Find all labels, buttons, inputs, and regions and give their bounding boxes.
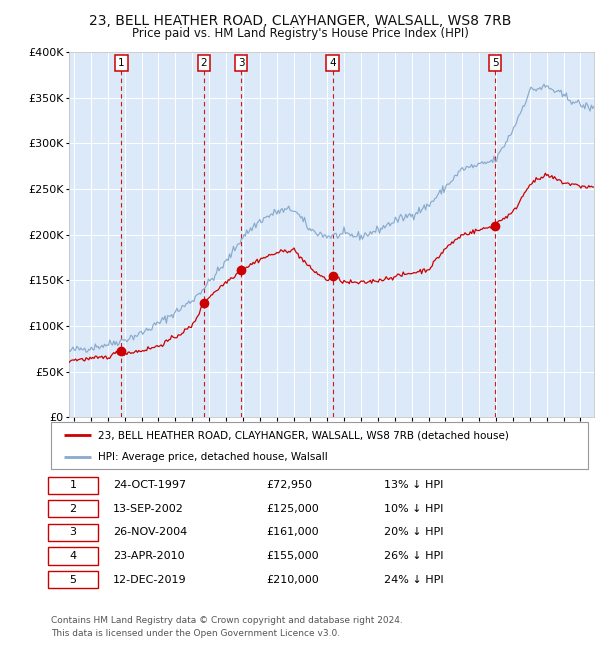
Text: 4: 4 [70, 551, 77, 561]
Text: 13% ↓ HPI: 13% ↓ HPI [384, 480, 443, 490]
Text: 2: 2 [70, 504, 77, 514]
FancyBboxPatch shape [49, 500, 98, 517]
Text: 5: 5 [70, 575, 77, 584]
Text: 20% ↓ HPI: 20% ↓ HPI [384, 527, 443, 538]
Text: 24-OCT-1997: 24-OCT-1997 [113, 480, 186, 490]
Text: 23, BELL HEATHER ROAD, CLAYHANGER, WALSALL, WS8 7RB (detached house): 23, BELL HEATHER ROAD, CLAYHANGER, WALSA… [98, 430, 509, 440]
Text: This data is licensed under the Open Government Licence v3.0.: This data is licensed under the Open Gov… [51, 629, 340, 638]
Text: Price paid vs. HM Land Registry's House Price Index (HPI): Price paid vs. HM Land Registry's House … [131, 27, 469, 40]
Text: 3: 3 [70, 527, 77, 538]
Text: 5: 5 [492, 58, 499, 68]
Text: 26-NOV-2004: 26-NOV-2004 [113, 527, 187, 538]
Text: £155,000: £155,000 [266, 551, 319, 561]
Text: 13-SEP-2002: 13-SEP-2002 [113, 504, 184, 514]
Text: £72,950: £72,950 [266, 480, 312, 490]
Text: 23-APR-2010: 23-APR-2010 [113, 551, 184, 561]
Text: 4: 4 [329, 58, 336, 68]
Text: £210,000: £210,000 [266, 575, 319, 584]
Text: 10% ↓ HPI: 10% ↓ HPI [384, 504, 443, 514]
Text: 24% ↓ HPI: 24% ↓ HPI [384, 575, 443, 584]
Text: 23, BELL HEATHER ROAD, CLAYHANGER, WALSALL, WS8 7RB: 23, BELL HEATHER ROAD, CLAYHANGER, WALSA… [89, 14, 511, 29]
Text: £161,000: £161,000 [266, 527, 319, 538]
Text: £125,000: £125,000 [266, 504, 319, 514]
Text: 1: 1 [118, 58, 125, 68]
FancyBboxPatch shape [49, 524, 98, 541]
Text: 1: 1 [70, 480, 77, 490]
Text: 26% ↓ HPI: 26% ↓ HPI [384, 551, 443, 561]
FancyBboxPatch shape [49, 476, 98, 493]
FancyBboxPatch shape [49, 571, 98, 588]
FancyBboxPatch shape [49, 547, 98, 565]
Text: 2: 2 [201, 58, 208, 68]
Text: HPI: Average price, detached house, Walsall: HPI: Average price, detached house, Wals… [98, 452, 328, 462]
Text: 12-DEC-2019: 12-DEC-2019 [113, 575, 187, 584]
Text: 3: 3 [238, 58, 244, 68]
Text: Contains HM Land Registry data © Crown copyright and database right 2024.: Contains HM Land Registry data © Crown c… [51, 616, 403, 625]
